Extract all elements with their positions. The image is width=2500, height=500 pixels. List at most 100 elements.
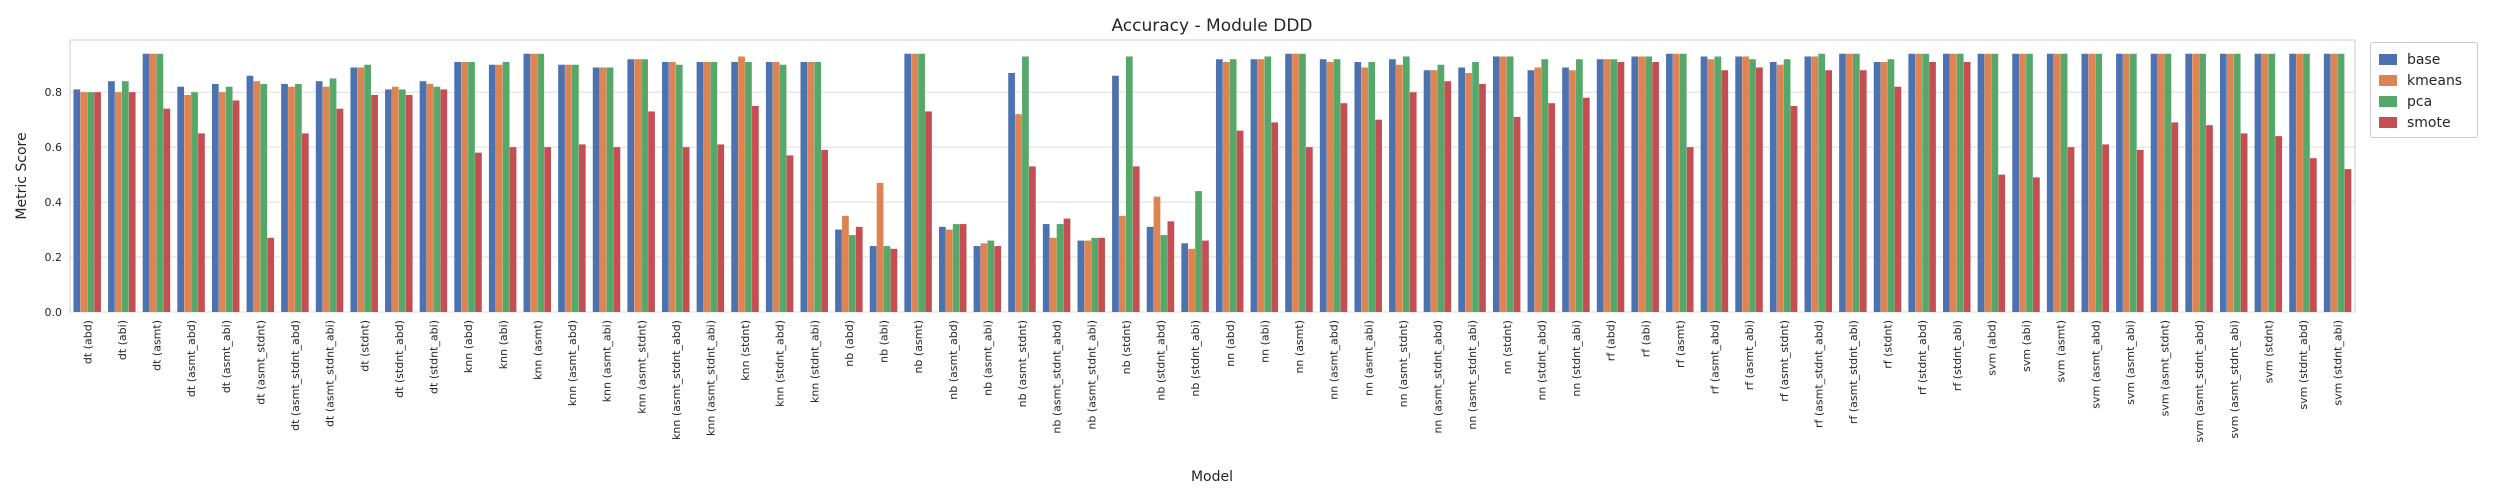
bar-kmeans (1257, 59, 1265, 313)
bar-pca (641, 59, 648, 313)
bar-smote (2102, 144, 2109, 312)
bar-pca (1887, 59, 1895, 313)
bar-kmeans (322, 86, 330, 313)
bar-pca (2060, 53, 2068, 313)
bar-base (1908, 53, 1916, 313)
bar-pca (710, 61, 718, 313)
x-axis-label: Model (1191, 469, 1233, 485)
bar-smote (1513, 116, 1521, 313)
bar-pca (1991, 53, 1999, 313)
x-tick-label: rf (asmt_abd) (1709, 320, 1722, 394)
bar-smote (717, 144, 725, 312)
x-tick-label: nn (abi) (1258, 320, 1271, 363)
x-tick-label: svm (stdnt_abd) (2297, 320, 2310, 410)
bar-smote (440, 89, 448, 312)
bar-base (177, 86, 185, 313)
bar-kmeans (772, 61, 780, 313)
x-tick-label: rf (asmt_abi) (1743, 320, 1756, 390)
bar-kmeans (1672, 53, 1680, 313)
bar-kmeans (1915, 53, 1923, 313)
y-tick-label: 0.2 (45, 251, 63, 264)
bar-kmeans (599, 67, 607, 312)
bar-kmeans (2157, 53, 2165, 313)
x-tick-label: nn (asmt_stdnt) (1397, 320, 1410, 407)
bar-base (2046, 53, 2054, 313)
legend-item-base: base (2379, 49, 2469, 70)
x-tick-label: rf (stdnt_abd) (1916, 320, 1929, 395)
bar-base (765, 61, 773, 313)
bar-base (2254, 53, 2262, 313)
bar-pca (1541, 59, 1549, 313)
bar-smote (94, 92, 101, 312)
y-tick-label: 0.0 (45, 306, 63, 319)
bar-pca (1956, 53, 1964, 313)
bar-kmeans (1292, 53, 1299, 313)
legend-item-kmeans: kmeans (2379, 70, 2469, 91)
bar-pca (2026, 53, 2033, 313)
bar-smote (1617, 61, 1625, 313)
bar-pca (2233, 53, 2241, 313)
bar-base (1077, 240, 1085, 312)
bar-kmeans (391, 86, 399, 313)
bar-pca (745, 61, 752, 313)
bar-kmeans (980, 243, 988, 312)
bar-kmeans (945, 229, 953, 312)
bar-smote (405, 94, 413, 312)
bar-pca (2268, 53, 2276, 313)
bar-base (731, 61, 738, 313)
x-tick-label: knn (asmt_stdnt_abi) (704, 320, 717, 436)
bar-smote (1582, 97, 1590, 312)
bar-base (2150, 53, 2158, 313)
x-tick-label: dt (asmt_abd) (185, 320, 198, 397)
bar-smote (1548, 103, 1556, 312)
x-tick-label: nb (abd) (843, 320, 856, 367)
bar-base (869, 246, 877, 312)
bar-kmeans (461, 61, 468, 313)
bar-kmeans (1638, 56, 1646, 313)
bar-base (1735, 56, 1742, 313)
x-tick-label: dt (stdnt_abd) (393, 320, 406, 398)
x-tick-label: svm (asmt_stdnt) (2159, 320, 2172, 416)
legend-label-smote: smote (2407, 114, 2451, 131)
bar-smote (1340, 103, 1348, 312)
bar-base (2081, 53, 2089, 313)
bar-pca (1195, 191, 1202, 312)
y-tick-label: 0.6 (45, 141, 63, 154)
x-tick-label: svm (asmt_abd) (2089, 320, 2102, 409)
bar-kmeans (2330, 53, 2338, 313)
y-tick-label: 0.8 (45, 86, 63, 99)
bar-smote (2240, 133, 2248, 312)
x-tick-label: dt (stdnt_abi) (428, 320, 441, 394)
bar-smote (544, 147, 552, 312)
bar-kmeans (1846, 53, 1853, 313)
bar-kmeans (1603, 59, 1611, 313)
bar-base (211, 83, 219, 313)
bar-pca (364, 64, 371, 312)
bar-smote (1652, 61, 1659, 313)
bar-kmeans (288, 86, 295, 313)
bar-pca (398, 89, 406, 312)
bar-kmeans (2226, 53, 2234, 313)
bar-smote (1756, 67, 1763, 312)
bar-kmeans (426, 83, 434, 313)
bar-base (938, 226, 946, 312)
bar-pca (1056, 224, 1064, 312)
x-tick-label: knn (abi) (497, 320, 510, 369)
x-tick-label: nn (asmt_abd) (1328, 320, 1341, 400)
x-tick-label: dt (stdnt) (358, 320, 371, 372)
bar-kmeans (2053, 53, 2061, 313)
legend-label-kmeans: kmeans (2407, 72, 2463, 89)
bar-base (1008, 72, 1015, 312)
bar-pca (1229, 59, 1237, 313)
x-tick-label: nb (stdnt) (1120, 320, 1133, 374)
bar-base (281, 83, 288, 313)
bar-base (1700, 56, 1708, 313)
bar-kmeans (1742, 56, 1749, 313)
bar-base (73, 89, 81, 312)
x-tick-label: nn (abd) (1224, 320, 1237, 367)
bar-kmeans (1499, 56, 1507, 313)
x-tick-label: svm (asmt_stdnt_abi) (2228, 320, 2241, 439)
bar-smote (613, 147, 621, 312)
bar-kmeans (1395, 64, 1403, 312)
bar-kmeans (876, 182, 884, 312)
